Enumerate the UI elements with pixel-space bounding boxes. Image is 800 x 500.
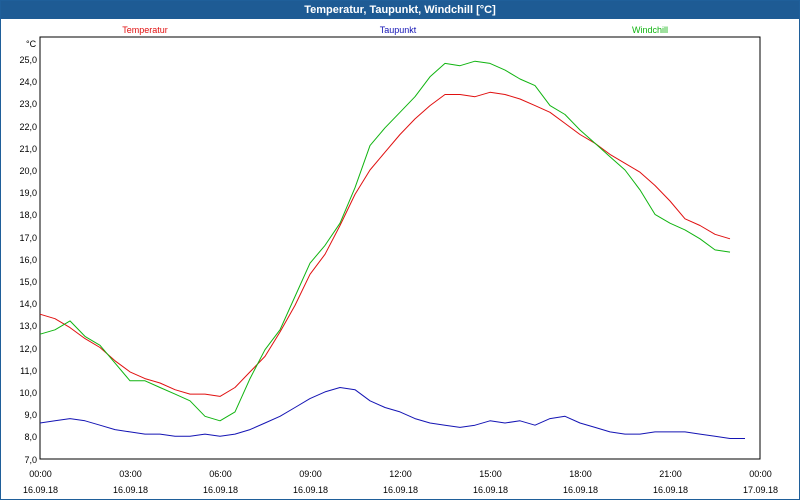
y-tick-label: 22,0: [19, 122, 37, 132]
plot-frame: [39, 36, 761, 460]
x-tick-date: 16.09.18: [203, 485, 238, 495]
x-tick-date: 16.09.18: [653, 485, 688, 495]
y-tick-label: 23,0: [19, 99, 37, 109]
x-tick-time: 15:00: [479, 469, 502, 479]
x-tick-time: 12:00: [389, 469, 412, 479]
y-tick-label: 25,0: [19, 55, 37, 65]
x-tick-time: 00:00: [749, 469, 772, 479]
y-tick-label: 18,0: [19, 210, 37, 220]
series-line-taupunkt: [39, 387, 745, 439]
y-tick-label: 16,0: [19, 255, 37, 265]
y-unit-label: °C: [26, 39, 37, 49]
y-tick-label: 14,0: [19, 299, 37, 309]
x-tick-time: 00:00: [29, 469, 52, 479]
y-tick-label: 20,0: [19, 166, 37, 176]
series-line-windchill: [39, 60, 731, 422]
x-tick-time: 21:00: [659, 469, 682, 479]
x-tick-time: 03:00: [119, 469, 142, 479]
y-tick-label: 15,0: [19, 277, 37, 287]
legend-entry-taupunkt: Taupunkt: [380, 25, 417, 35]
axis-labels: 7,0 8,0 9,0 10,0 11,0 12,0 13,0 14,0 15,0 16,0 17,…: [19, 39, 778, 495]
x-tick-date: 17.09.18: [743, 485, 778, 495]
x-tick-time: 18:00: [569, 469, 592, 479]
x-tick-time: 06:00: [209, 469, 232, 479]
y-tick-label: 11,0: [20, 366, 37, 376]
y-tick-label: 7,0: [24, 455, 37, 465]
y-tick-label: 8,0: [24, 432, 37, 442]
y-tick-label: 17,0: [19, 233, 37, 243]
plot-area: [39, 36, 761, 460]
x-tick-time: 09:00: [299, 469, 322, 479]
x-tick-date: 16.09.18: [563, 485, 598, 495]
x-tick-date: 16.09.18: [473, 485, 508, 495]
series-line-temperatur: [39, 91, 731, 397]
legend-entry-windchill: Windchill: [632, 25, 668, 35]
y-tick-label: 24,0: [19, 77, 37, 87]
series-lines: [39, 60, 745, 439]
y-tick-label: 12,0: [19, 344, 37, 354]
window-title: Temperatur, Taupunkt, Windchill [°C]: [1, 1, 799, 19]
y-tick-label: 21,0: [19, 144, 37, 154]
y-tick-label: 9,0: [24, 410, 37, 420]
x-tick-date: 16.09.18: [293, 485, 328, 495]
y-tick-label: 13,0: [19, 321, 37, 331]
legend-entry-temperatur: Temperatur: [122, 25, 168, 35]
y-tick-label: 19,0: [19, 188, 37, 198]
x-tick-date: 16.09.18: [383, 485, 418, 495]
x-tick-date: 16.09.18: [23, 485, 58, 495]
y-tick-label: 10,0: [19, 388, 37, 398]
legend: Temperatur Taupunkt Windchill: [122, 25, 668, 35]
x-tick-date: 16.09.18: [113, 485, 148, 495]
